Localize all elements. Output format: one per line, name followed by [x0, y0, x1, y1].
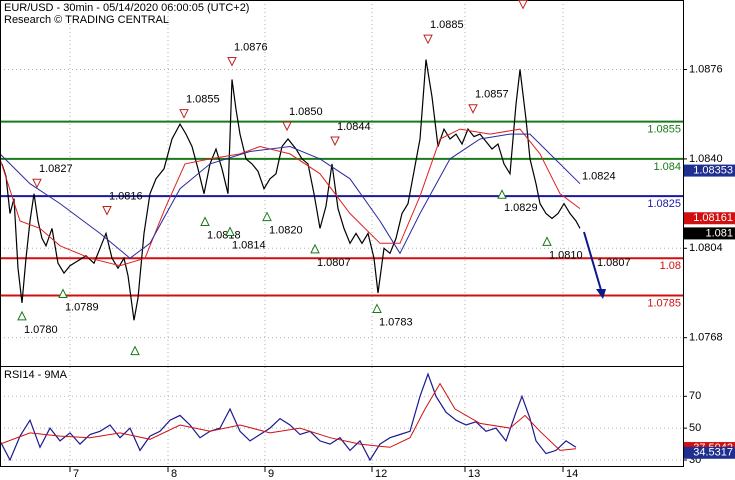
swing-label: 1.0885: [430, 19, 464, 31]
swing-label: 1.0780: [24, 324, 58, 336]
swing-label: 1.0844: [337, 121, 371, 133]
low-marker: [497, 189, 507, 199]
low-marker: [200, 216, 210, 227]
series-line: [0, 128, 581, 267]
swing-label: 1.0820: [269, 224, 303, 236]
value-tag: [684, 227, 735, 240]
high-marker: [518, 0, 528, 10]
low-marker: [372, 303, 382, 313]
high-marker: [102, 206, 112, 216]
swing-label: 1.0807: [317, 257, 351, 269]
swing-label: 1.0827: [39, 163, 73, 175]
rsi-title: RSI14 - 9MA: [4, 369, 68, 381]
swing-label: 1.0857: [475, 89, 509, 101]
swing-label: 1.0814: [232, 239, 266, 251]
high-marker: [282, 121, 292, 132]
value-tag-label: 1.081: [705, 227, 733, 239]
high-marker: [423, 34, 433, 45]
y-tick-label: 50: [689, 422, 701, 434]
high-marker: [227, 57, 237, 67]
y-tick-label: 70: [689, 390, 701, 402]
high-marker: [468, 104, 478, 114]
low-marker: [17, 310, 27, 321]
value-tag-label: 34.5317: [693, 447, 733, 459]
level-label: 1.0785: [647, 297, 681, 309]
low-marker: [225, 226, 235, 236]
swing-label: 1.0855: [186, 94, 220, 106]
x-tick-label: 7: [73, 468, 79, 480]
swing-label: 1.0783: [379, 316, 413, 328]
forecast-arrow-head: [596, 289, 606, 299]
value-tag: [684, 164, 735, 177]
x-tick-label: 8: [171, 468, 177, 480]
y-tick-label: 1.0768: [689, 332, 723, 344]
low-marker: [130, 345, 140, 356]
swing-label: 1.0824: [582, 171, 616, 183]
level-label: 1.08: [660, 260, 681, 272]
series-line: [0, 133, 581, 259]
swing-label: 1.0829: [504, 202, 538, 214]
high-marker: [330, 136, 340, 147]
x-tick-label: 13: [468, 468, 480, 480]
value-tag-label: 1.08161: [693, 212, 733, 224]
level-label: 1.0855: [647, 124, 681, 136]
value-tag: [684, 212, 735, 225]
swing-label: 1.0816: [109, 190, 143, 202]
x-tick-label: 9: [268, 468, 274, 480]
rsi-panel-border: [0, 366, 684, 467]
low-marker: [310, 243, 320, 254]
level-label: 1.0825: [647, 198, 681, 210]
value-tag: [684, 446, 735, 459]
swing-label: 1.0850: [289, 106, 323, 118]
chart-subtitle: Research © TRADING CENTRAL: [4, 14, 169, 26]
swing-label: 1.0810: [549, 249, 583, 261]
forecast-arrow: [583, 231, 602, 291]
value-tag-label: 1.08353: [693, 164, 733, 176]
chart-title: EUR/USD - 30min - 05/14/2020 06:00:05 (U…: [4, 2, 249, 14]
low-marker: [262, 211, 272, 222]
plot-layer: [0, 0, 683, 467]
high-marker: [179, 109, 189, 119]
swing-label: 1.0807: [597, 257, 631, 269]
low-marker: [58, 288, 68, 299]
y-tick-label: 1.0876: [689, 63, 723, 75]
x-tick-label: 12: [375, 468, 387, 480]
swing-label: 1.0789: [65, 301, 99, 313]
x-tick-label: 14: [566, 468, 578, 480]
level-label: 1.084: [653, 161, 681, 173]
low-marker: [542, 236, 552, 246]
y-tick-label: 1.0804: [689, 242, 723, 254]
y-tick-label: 1.0840: [689, 153, 723, 165]
high-marker: [32, 178, 42, 189]
series-line: [0, 382, 577, 451]
series-line: [0, 372, 577, 462]
swing-label: 1.0876: [234, 41, 268, 53]
